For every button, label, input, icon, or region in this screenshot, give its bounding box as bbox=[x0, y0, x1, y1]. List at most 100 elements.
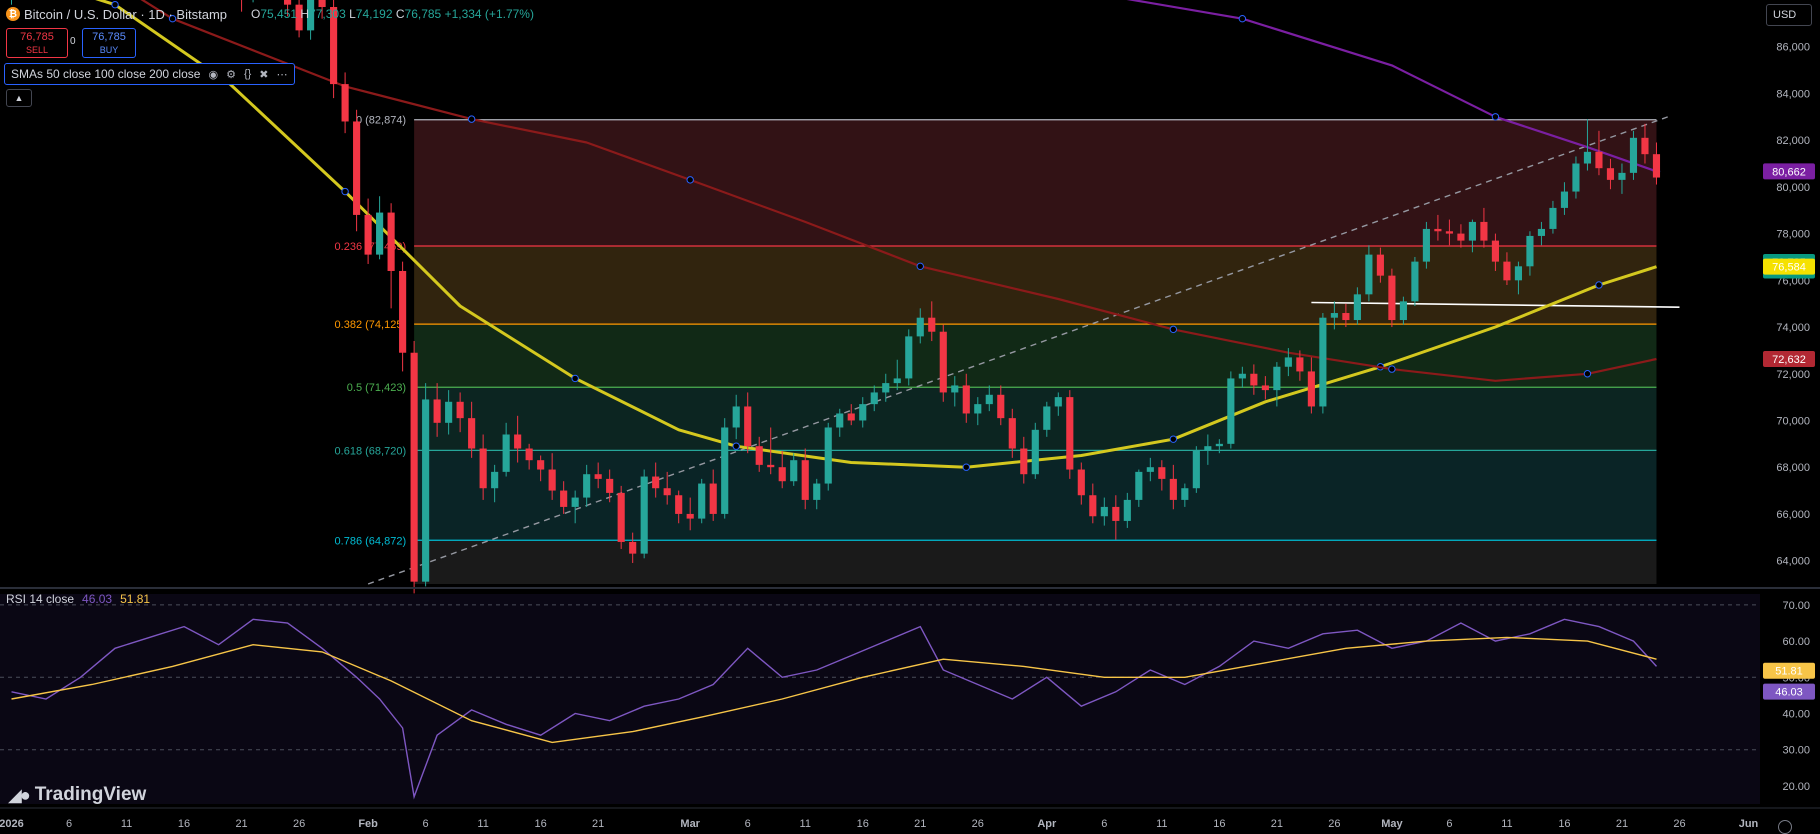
candle-body bbox=[1054, 397, 1062, 407]
candle bbox=[686, 497, 694, 531]
candle-body bbox=[1342, 313, 1350, 321]
source-code-icon[interactable]: {} bbox=[243, 68, 252, 80]
price-label: 76,584 bbox=[1772, 262, 1806, 274]
candle bbox=[1227, 371, 1235, 449]
candle-body bbox=[1296, 357, 1304, 372]
time-tick-label: 16 bbox=[178, 818, 190, 830]
price-label-bg bbox=[1763, 258, 1815, 275]
candle-body bbox=[1066, 397, 1074, 470]
buy-label: BUY bbox=[99, 45, 119, 55]
time-tick-label: May bbox=[1381, 818, 1403, 830]
candle bbox=[571, 490, 579, 524]
candle bbox=[491, 464, 499, 503]
trend-lines bbox=[367, 116, 1680, 585]
candle bbox=[1204, 434, 1212, 465]
candle bbox=[698, 478, 706, 524]
settings-icon[interactable]: ⚙ bbox=[226, 68, 236, 81]
candle-body bbox=[1457, 233, 1465, 241]
timezone-icon[interactable] bbox=[1778, 820, 1792, 834]
candle bbox=[1641, 123, 1649, 164]
currency-selector[interactable]: USD bbox=[1766, 4, 1812, 26]
candle-body bbox=[1169, 478, 1177, 500]
candle bbox=[951, 376, 959, 407]
candle-body bbox=[1376, 254, 1384, 276]
candle-body bbox=[1077, 469, 1085, 496]
candle bbox=[1468, 219, 1476, 253]
ohlc-readout: O75,451 H77,303 L74,192 C76,785 +1,334 (… bbox=[251, 7, 534, 21]
sma-marker bbox=[571, 374, 579, 383]
more-icon[interactable]: ⋯ bbox=[276, 68, 288, 81]
candle bbox=[1192, 446, 1200, 493]
candle-body bbox=[1629, 137, 1638, 173]
candle-body bbox=[1238, 373, 1246, 379]
trash-icon[interactable]: ✖ bbox=[259, 68, 269, 81]
candle-body bbox=[698, 483, 706, 519]
candle bbox=[1365, 245, 1373, 302]
time-tick-label: 6 bbox=[66, 818, 72, 830]
candle-body bbox=[939, 331, 947, 393]
candle bbox=[1445, 219, 1453, 246]
candle bbox=[1250, 364, 1258, 395]
candle bbox=[525, 443, 533, 470]
candle-body bbox=[583, 474, 591, 498]
candle bbox=[617, 485, 625, 549]
candle bbox=[1629, 130, 1638, 180]
candle bbox=[1100, 497, 1108, 526]
collapse-legend-button[interactable]: ▲ bbox=[6, 89, 32, 107]
sma-marker bbox=[341, 187, 349, 196]
time-tick-label: Mar bbox=[680, 818, 700, 830]
candle bbox=[583, 464, 591, 507]
candle-body bbox=[870, 392, 878, 405]
price-tick-label: 68,000 bbox=[1776, 462, 1810, 474]
candle bbox=[537, 455, 545, 482]
candle-body bbox=[537, 460, 545, 470]
indicator-legend[interactable]: SMAs 50 close 100 close 200 close ◉ ⚙ {}… bbox=[4, 63, 295, 85]
candle bbox=[1491, 233, 1499, 271]
candle bbox=[882, 373, 890, 402]
candle bbox=[399, 261, 407, 372]
candle-body bbox=[502, 434, 510, 472]
candle-body bbox=[548, 469, 556, 491]
time-tick-label: 26 bbox=[1673, 818, 1685, 830]
sma-marker bbox=[962, 463, 970, 471]
candle bbox=[1054, 392, 1062, 416]
candle-body bbox=[1514, 266, 1522, 281]
time-tick-label: 11 bbox=[1501, 818, 1512, 830]
candle-body bbox=[652, 476, 660, 489]
rsi-value-label-bg bbox=[1763, 662, 1815, 679]
candle bbox=[1572, 156, 1580, 199]
candle bbox=[778, 450, 786, 489]
candle-body bbox=[974, 404, 982, 414]
candle-body bbox=[824, 427, 832, 484]
candle bbox=[905, 329, 913, 386]
candle bbox=[284, 0, 292, 17]
axes: 64,00066,00068,00070,00072,00074,00076,0… bbox=[0, 42, 1820, 830]
candle bbox=[1457, 224, 1465, 248]
candle-body bbox=[1307, 371, 1315, 407]
price-tick-label: 70,000 bbox=[1776, 415, 1810, 427]
candle-body bbox=[307, 0, 315, 31]
fib-level-label: 0 (82,874) bbox=[356, 115, 406, 127]
candle bbox=[295, 0, 303, 38]
symbol-title[interactable]: Bitcoin / U.S. Dollar · 1D · Bitstamp bbox=[24, 6, 227, 22]
candle-body bbox=[1503, 261, 1511, 281]
sell-button[interactable]: 76,785 SELL bbox=[6, 28, 68, 58]
eye-icon[interactable]: ◉ bbox=[208, 68, 219, 81]
time-tick-label: 11 bbox=[1156, 818, 1167, 830]
tradingview-logo[interactable]: ◢● TradingView bbox=[8, 784, 146, 806]
candle bbox=[1123, 492, 1131, 528]
buy-button[interactable]: 76,785 BUY bbox=[82, 28, 136, 58]
time-tick-label: 6 bbox=[745, 818, 751, 830]
time-tick-label: 6 bbox=[1101, 818, 1107, 830]
candle-body bbox=[985, 394, 993, 405]
candle-body bbox=[663, 488, 671, 496]
candle-body bbox=[790, 460, 798, 482]
candle bbox=[252, 0, 254, 3]
price-tick-label: 84,000 bbox=[1776, 88, 1810, 100]
candle bbox=[1388, 268, 1396, 328]
candle bbox=[1618, 163, 1626, 194]
sma-marker bbox=[1169, 325, 1178, 334]
rsi-legend[interactable]: RSI 14 close 46.03 51.81 bbox=[6, 592, 150, 606]
time-tick-label: 11 bbox=[121, 818, 132, 830]
